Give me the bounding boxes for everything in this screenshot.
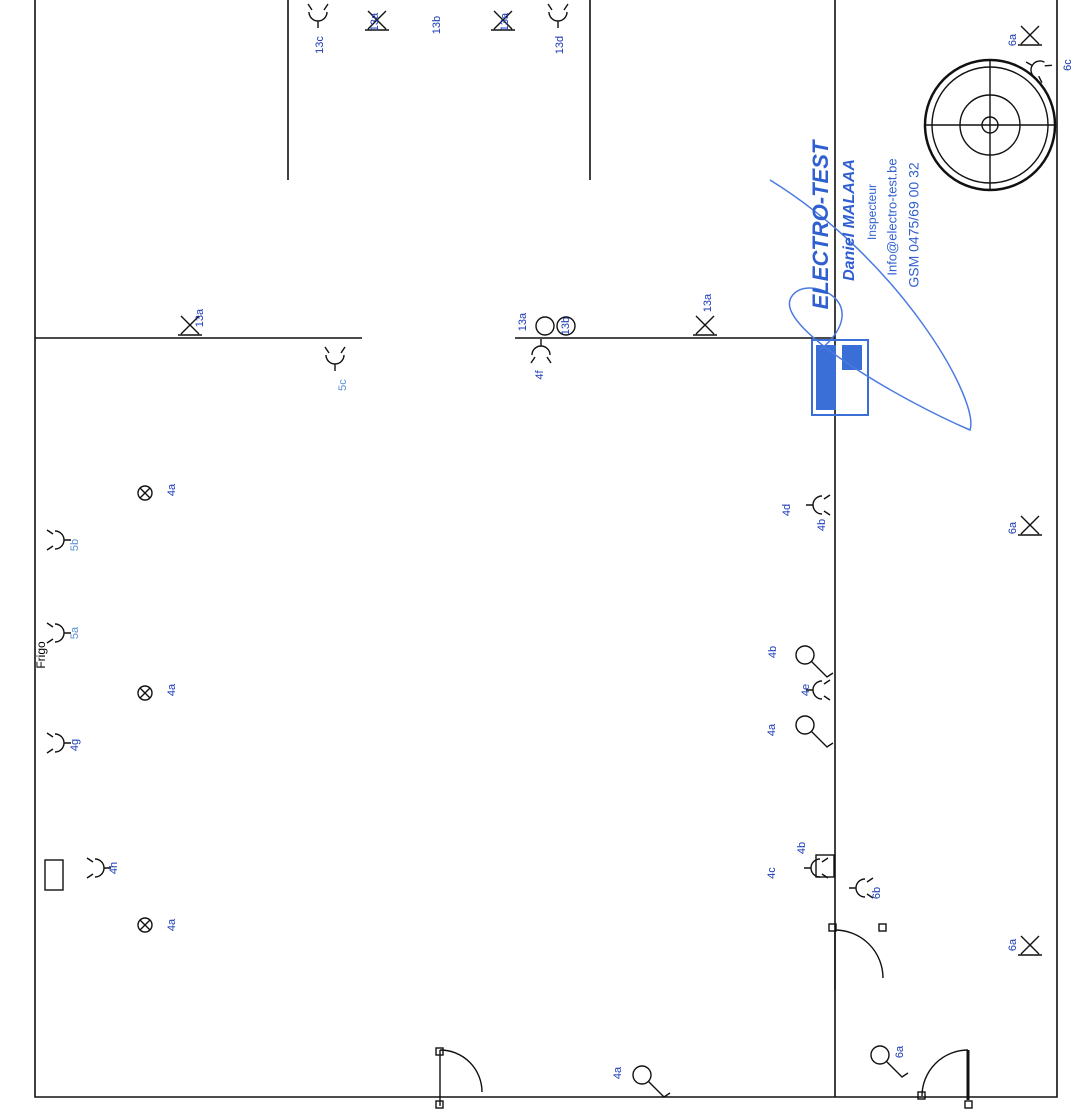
circuit-label: 13a — [194, 308, 206, 327]
circuit-label: 13b — [431, 16, 443, 34]
outlet — [531, 339, 551, 363]
circuit-label: 6a — [894, 1045, 906, 1058]
ceiling-point — [693, 316, 717, 335]
circuit-label: 5a — [69, 626, 81, 639]
circuit-label: 4d — [781, 504, 793, 516]
circuit-label: 4a — [166, 918, 178, 931]
outlet — [806, 495, 830, 515]
lamp-cross — [140, 688, 150, 698]
circuit-label: 6a — [1007, 938, 1019, 951]
email: Info@electro-test.be — [884, 158, 899, 275]
lamp-cross — [140, 920, 150, 930]
inspector-name: Daniel MALAAA — [841, 159, 858, 281]
circuit-label: 5b — [69, 539, 81, 551]
ceiling-point — [1018, 26, 1042, 45]
ceiling-point — [1018, 936, 1042, 955]
switch — [536, 317, 554, 335]
inspector-role: Inspecteur — [865, 184, 879, 240]
circuit-label: 13c — [314, 36, 326, 54]
circuit-label: 4g — [69, 739, 81, 751]
circuit-label: 13a — [517, 312, 529, 331]
circuit-label: 4a — [166, 483, 178, 496]
circuit-label: 6a — [1007, 521, 1019, 534]
circuit-label: 4b — [767, 646, 779, 658]
circuit-label: 4b — [816, 519, 828, 531]
outlet — [548, 4, 568, 28]
outlet — [849, 878, 873, 898]
symbols — [45, 4, 1052, 1097]
outlet — [325, 347, 345, 371]
circuit-label: 6a — [1007, 33, 1019, 46]
lamp-cross — [140, 488, 150, 498]
switch-arm — [811, 731, 833, 747]
company: ELECTRO-TEST — [808, 139, 833, 309]
circuit-label: 4e — [800, 684, 812, 696]
circuit-label: 4h — [108, 862, 120, 874]
circuit-label: 13a — [499, 12, 511, 31]
floor-plan: ELECTRO-TEST Daniel MALAAA Inspecteur In… — [0, 0, 1079, 1110]
tv-socket — [45, 860, 63, 890]
switch-arm — [811, 661, 833, 677]
outlet — [47, 530, 71, 550]
circuit-label: 5c — [337, 379, 349, 391]
ceiling-point — [1018, 516, 1042, 535]
stamp: ELECTRO-TEST Daniel MALAAA Inspecteur In… — [808, 139, 922, 309]
walls — [35, 0, 1057, 1097]
circuit-label: 4a — [166, 683, 178, 696]
circuit-label: 13b — [560, 317, 572, 335]
circuit-label: 13a — [702, 293, 714, 312]
phone: GSM 0475/69 00 32 — [906, 162, 922, 288]
circuit-label: 13d — [554, 36, 566, 54]
room-label: Frigo — [34, 641, 48, 669]
outlet — [308, 4, 328, 28]
doors — [436, 60, 1055, 1108]
switch-arm — [886, 1061, 908, 1077]
phone-socket — [816, 855, 834, 877]
circuit-label: 4b — [796, 842, 808, 854]
circuit-label: 4f — [534, 369, 546, 379]
switch-arm — [648, 1081, 670, 1097]
circuit-label: 4a — [766, 723, 778, 736]
circuit-label: 4a — [612, 1066, 624, 1079]
circuit-label: 4c — [766, 867, 778, 879]
outlet — [47, 733, 71, 753]
circuit-label: 6c — [1062, 59, 1074, 71]
circuit-labels: 13c 13a 13b 13a 13d 6a 6c 13a 5c 13a 13b 13a 4f 4a 5b 4… — [69, 12, 1074, 1079]
circuit-label: 6b — [871, 887, 883, 899]
circuit-label: 13a — [369, 12, 381, 31]
outlet — [47, 623, 71, 643]
